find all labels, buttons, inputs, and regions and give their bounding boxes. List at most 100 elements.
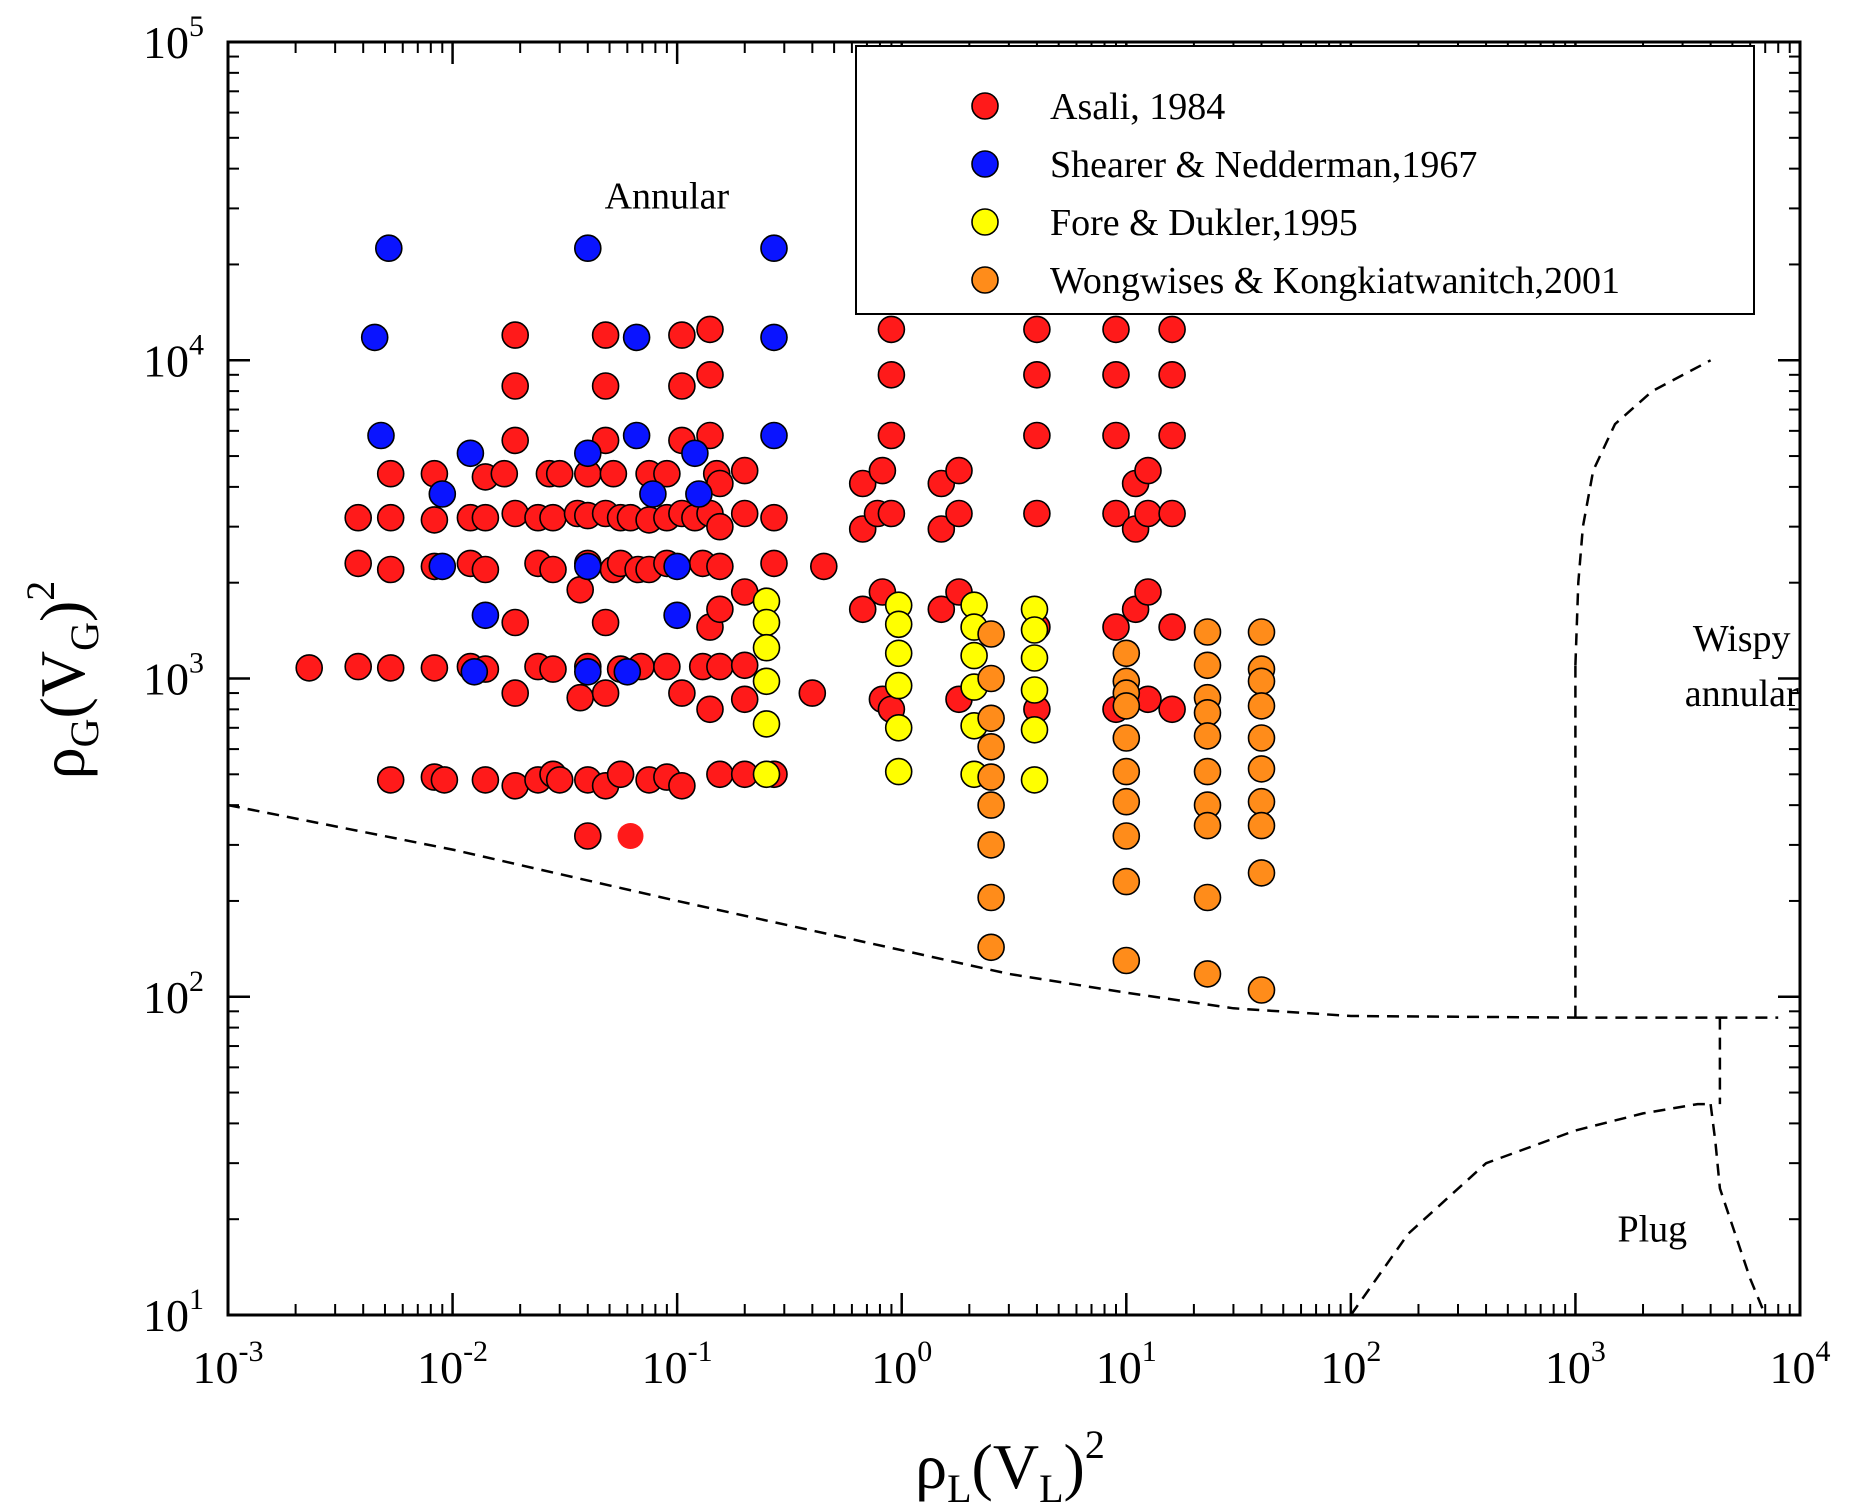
data-point-series-0 [573,822,602,850]
data-point-series-0 [706,760,734,789]
data-point-series-1 [622,323,651,352]
y-axis-rho: ρ [27,747,98,779]
data-point-series-0 [591,372,620,400]
data-point-series-1 [573,657,602,686]
data-point-series-0 [545,459,574,488]
data-point-series-0 [501,426,530,455]
data-point-series-3 [1247,859,1276,887]
legend-label-3: Wongwises & Kongkiatwanitch,2001 [1050,260,1620,302]
data-point-series-0 [668,771,696,800]
data-point-series-0 [668,679,696,707]
data-point-series-1 [573,439,602,468]
y-tick-label: 101 [143,1283,204,1341]
data-point-series-3 [1247,667,1276,696]
legend-box [855,45,1755,315]
data-point-series-0 [501,771,530,800]
data-point-series-3 [1193,651,1222,680]
data-point-series-0 [545,766,574,794]
data-point-series-0 [868,456,897,485]
legend-marker-2 [971,208,999,236]
data-point-series-0 [539,503,567,532]
data-points [295,234,1276,1004]
data-point-series-2 [752,710,781,738]
data-point-series-0 [1023,421,1051,450]
data-point-series-0 [376,459,405,488]
data-point-series-0 [1023,360,1051,389]
data-point-series-0 [760,549,788,578]
y-axis-title: ρG(VG)2 [18,581,107,780]
data-point-series-0 [566,683,595,712]
data-point-series-0 [430,766,459,794]
data-point-series-3 [1112,946,1141,975]
data-point-series-0 [653,652,681,681]
data-point-series-3 [977,664,1005,693]
data-point-series-0 [1023,499,1051,528]
data-point-series-0 [344,503,373,532]
data-point-series-0 [1158,315,1186,344]
data-point-series-0 [696,360,724,389]
boundary-churn-plug [1349,1102,1711,1316]
data-point-series-0 [501,608,530,637]
data-point-series-1 [360,323,389,352]
data-point-series-2 [884,610,913,639]
x-tick-label: 100 [871,1335,932,1393]
data-point-series-1 [760,234,788,262]
data-point-series-0 [1023,315,1051,344]
data-point-series-0 [927,515,956,543]
data-point-series-0 [706,512,734,541]
data-point-series-0 [501,372,530,400]
data-point-series-0 [501,679,530,707]
data-point-series-0 [877,315,906,344]
data-point-series-3 [1247,692,1276,720]
data-point-series-3 [977,791,1005,819]
data-point-series-0 [376,503,405,532]
data-point-series-0 [945,499,973,528]
data-point-series-3 [1247,724,1276,752]
x-tick-label: 101 [1096,1335,1157,1393]
data-point-series-0 [730,685,759,714]
data-point-series-3 [977,831,1005,859]
data-point-series-3 [1112,724,1141,752]
data-point-series-0 [591,679,620,707]
data-point-series-0 [1134,456,1162,485]
x-tick-label: 104 [1770,1335,1831,1393]
data-point-series-3 [1193,722,1222,750]
data-point-series-0 [490,459,519,488]
highlight-point [617,823,644,849]
data-point-series-3 [1112,822,1141,850]
data-point-series-0 [877,360,906,389]
data-point-series-2 [1020,616,1049,644]
data-point-series-0 [696,695,724,724]
data-point-series-3 [1193,960,1222,988]
data-point-series-3 [1247,976,1276,1004]
region-label-annular: Annular [605,175,730,217]
data-point-series-0 [1158,360,1186,389]
data-point-series-2 [884,757,913,786]
boundary-plug-right-lower [1709,1103,1767,1316]
data-point-series-0 [606,760,635,789]
legend-marker-3 [971,266,999,294]
data-point-series-0 [1158,613,1186,641]
data-point-series-0 [501,321,530,349]
y-tick-label: 102 [143,965,204,1023]
data-point-series-1 [374,234,403,262]
x-tick-label: 10-3 [193,1335,264,1393]
data-point-series-2 [1020,676,1049,704]
x-tick-label: 10-1 [642,1335,713,1393]
data-point-series-3 [1247,787,1276,816]
x-axis-title: ρL(VL)2 [915,1422,1105,1506]
region-label-annular: annular [1685,673,1799,715]
data-point-series-1 [760,323,788,352]
data-point-series-2 [1020,766,1049,794]
data-point-series-3 [1247,618,1276,646]
data-point-series-1 [460,657,489,686]
x-axis-close: ) [1064,1431,1085,1502]
data-point-series-1 [681,439,709,468]
region-label-plug: Plug [1617,1209,1687,1251]
data-point-series-1 [428,480,457,508]
legend-label-2: Fore & Dukler,1995 [1050,202,1358,244]
data-point-series-2 [1020,644,1049,672]
data-point-series-0 [539,555,567,584]
legend-marker-1 [971,150,999,178]
y-tick-label: 104 [143,328,204,386]
